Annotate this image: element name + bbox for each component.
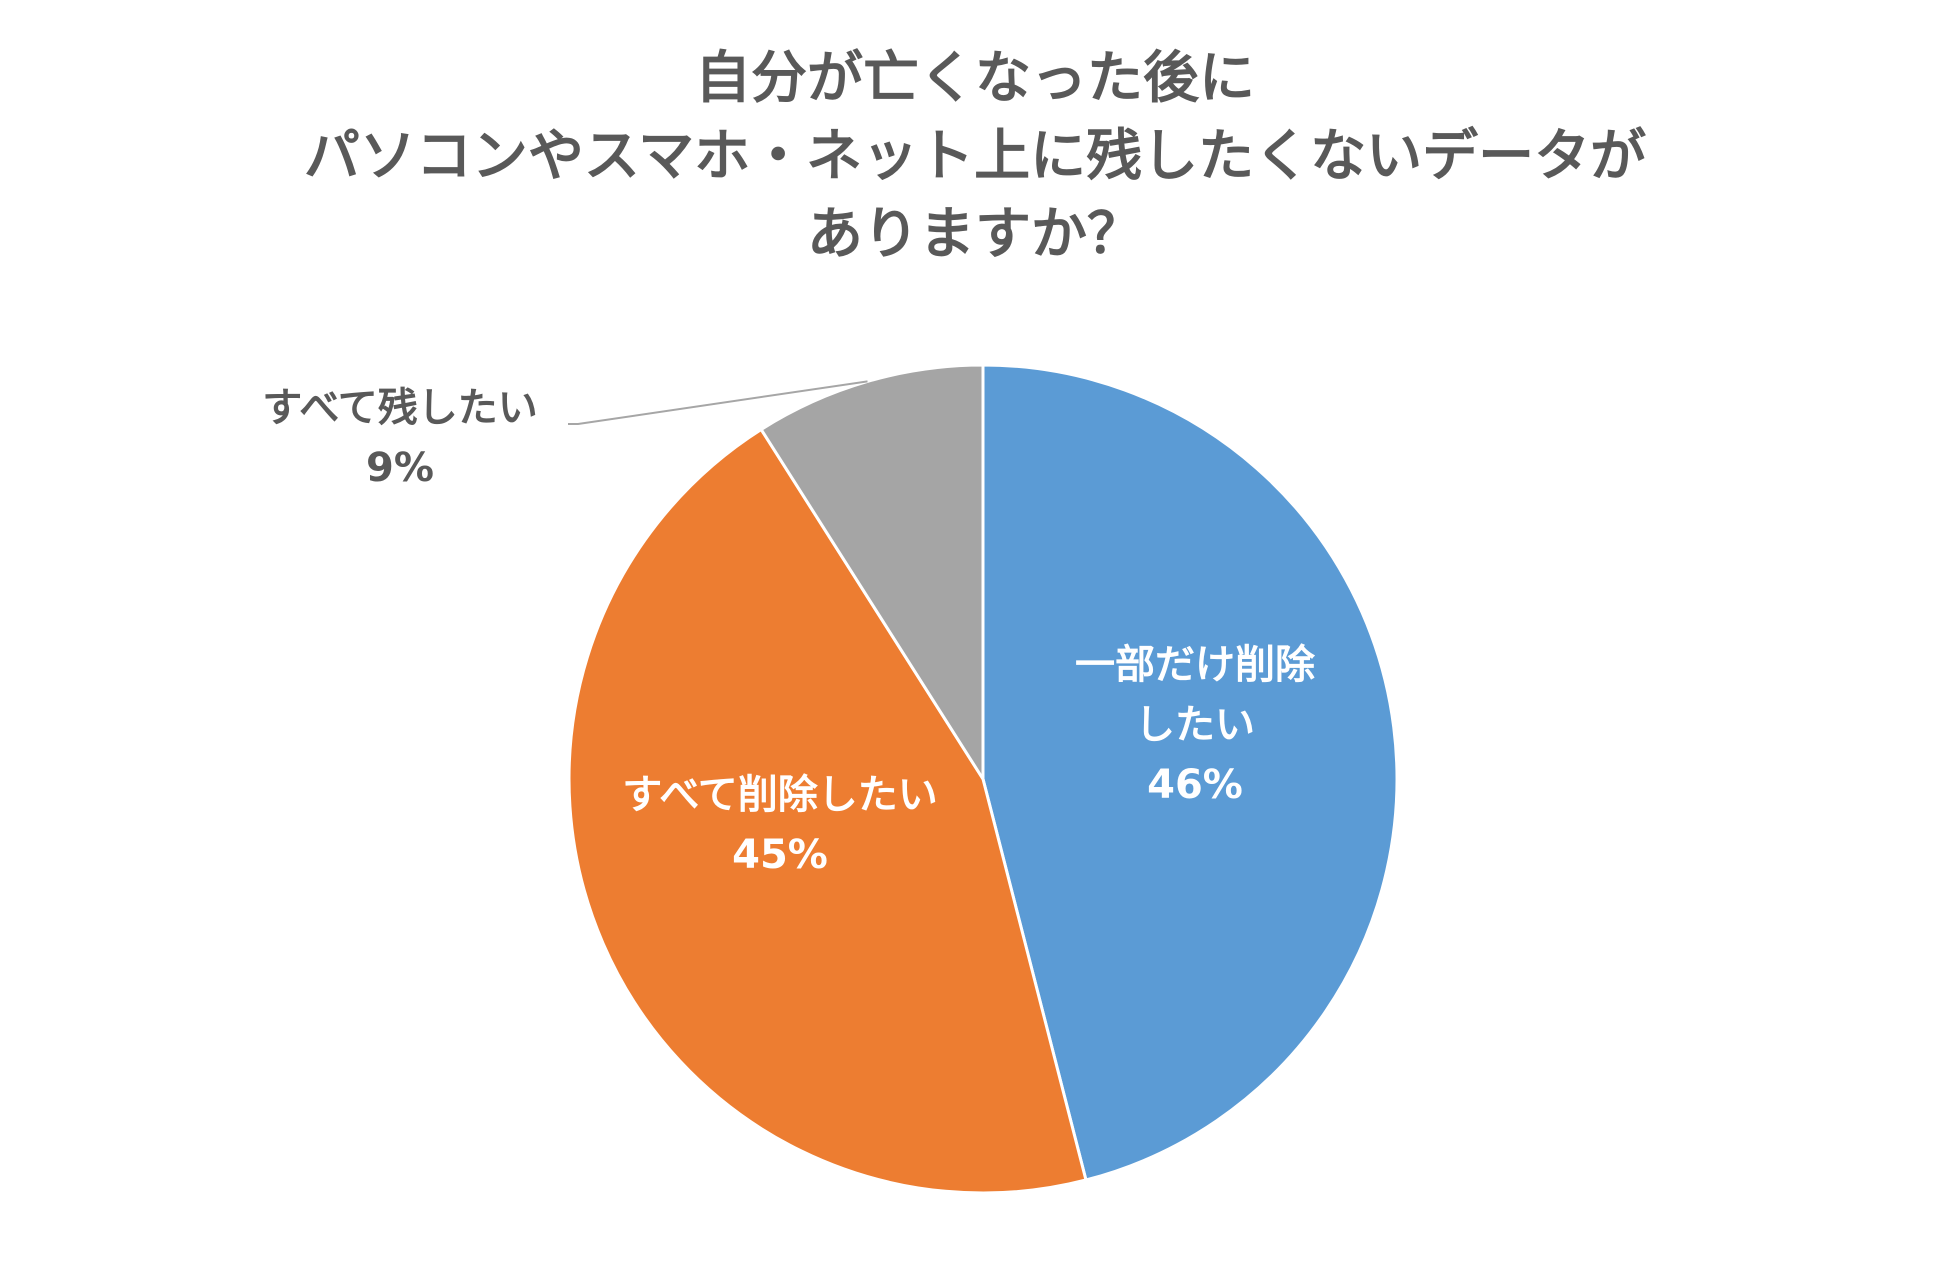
pie-slice-1 <box>981 363 1399 1182</box>
slice-1-value-label: 46% <box>1147 762 1243 808</box>
slice-1-category-label: 一部だけ削除 <box>1075 642 1316 688</box>
slice-1-category-label: したい <box>1135 702 1255 748</box>
slice-3-value-label: 9% <box>366 445 434 491</box>
slice-2-value-label: 45% <box>732 832 828 878</box>
leader-lines <box>568 380 868 425</box>
chart-title-line-1: 自分が亡くなった後に <box>695 46 1255 111</box>
pie-slice-2 <box>567 427 1088 1195</box>
chart-title-line-3: ありますか？ <box>807 202 1143 267</box>
pie-slices <box>567 363 1399 1195</box>
chart-title: 自分が亡くなった後に パソコンやスマホ・ネット上に残したくないデータが あります… <box>0 40 1950 274</box>
slice-2-category-label: すべて削除したい <box>622 772 938 818</box>
chart-title-line-2: パソコンやスマホ・ネット上に残したくないデータが <box>303 124 1647 189</box>
slice-3-category-label: すべて残したい <box>262 385 538 431</box>
leader-line-slice-3 <box>568 380 868 425</box>
